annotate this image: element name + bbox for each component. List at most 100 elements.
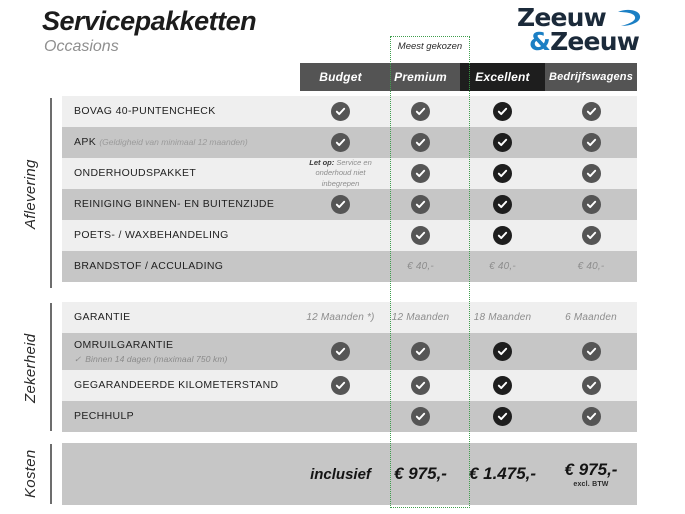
check-icon <box>581 195 601 214</box>
table-row[interactable]: REINIGING BINNEN- EN BUITENZIJDE <box>62 189 637 220</box>
check-icon <box>493 407 512 426</box>
cell-budget <box>300 376 381 395</box>
section-rule-aflevering <box>50 98 52 288</box>
cell-excellent <box>460 195 545 214</box>
cell-value: 12 Maanden *) <box>306 312 375 323</box>
cell-premium <box>381 407 460 426</box>
row-cells <box>300 195 637 214</box>
pricing-row: inclusief € 975,- € 1.475,- € 975,- excl… <box>62 443 637 505</box>
page-subtitle: Occasions <box>44 38 119 55</box>
table-row[interactable]: BOVAG 40-PUNTENCHECK <box>62 96 637 127</box>
tick-icon: ✓ <box>74 353 82 364</box>
price-budget: inclusief <box>300 466 381 483</box>
cell-value: 6 Maanden <box>565 312 617 323</box>
price-budget-value: inclusief <box>310 465 371 483</box>
cell-excellent <box>460 102 545 121</box>
row-cells <box>300 407 637 426</box>
row-cells: € 40,- € 40,- € 40,- <box>300 261 637 272</box>
column-header-budget[interactable]: Budget <box>300 63 381 91</box>
row-label-text: APK <box>74 135 97 148</box>
check-icon <box>411 195 430 214</box>
budget-note-text: Service en onderhoud niet inbegrepen <box>315 158 372 188</box>
cell-value: 18 Maanden <box>473 312 532 323</box>
cell-value: € 40,- <box>577 261 605 272</box>
check-icon <box>493 164 512 183</box>
cell-bedrijfswagens <box>545 158 637 188</box>
check-icon <box>331 195 350 214</box>
cell-bedrijfswagens: 6 Maanden <box>545 312 637 323</box>
check-icon <box>493 133 512 152</box>
cell-premium: € 40,- <box>381 261 460 272</box>
check-icon <box>331 342 350 361</box>
row-label: OMRUILGARANTIE ✓ Binnen 14 dagen (maximaa… <box>62 339 300 365</box>
cell-budget <box>300 226 381 245</box>
brand-logo: Zeeuw &Zeeuw <box>517 3 641 54</box>
check-icon <box>331 376 350 395</box>
cell-value: € 40,- <box>489 261 516 272</box>
check-icon <box>581 164 601 183</box>
cell-bedrijfswagens <box>545 133 637 152</box>
price-premium: € 975,- <box>381 464 460 484</box>
column-header-excellent[interactable]: Excellent <box>460 63 545 91</box>
row-label: GEGARANDEERDE KILOMETERSTAND <box>74 378 279 391</box>
price-bedrijfswagens-value: € 975,- <box>564 460 618 479</box>
table-row[interactable]: BRANDSTOF / ACCULADING € 40,- € 40,- € 4… <box>62 251 637 282</box>
check-icon <box>411 133 430 152</box>
cell-excellent <box>460 133 545 152</box>
budget-note-bold: Let op: <box>309 158 335 168</box>
table-row[interactable]: APK (Geldigheid van minimaal 12 maanden) <box>62 127 637 158</box>
most-chosen-label: Meest gekozen <box>397 41 463 52</box>
row-label: REINIGING BINNEN- EN BUITENZIJDE <box>74 197 275 210</box>
table-row[interactable]: GARANTIE 12 Maanden *) 12 Maanden 18 Maa… <box>62 302 637 333</box>
section-zekerheid: GARANTIE 12 Maanden *) 12 Maanden 18 Maa… <box>62 302 637 432</box>
cell-budget <box>300 407 381 426</box>
section-rule-zekerheid <box>50 303 52 431</box>
cell-premium <box>381 376 460 395</box>
row-label: POETS- / WAXBEHANDELING <box>74 228 229 241</box>
table-row[interactable]: GEGARANDEERDE KILOMETERSTAND <box>62 370 637 401</box>
logo-line-1: Zeeuw <box>517 3 607 32</box>
section-label-kosten: Kosten <box>22 449 39 499</box>
row-label: BRANDSTOF / ACCULADING <box>74 259 224 272</box>
cell-premium <box>381 226 460 245</box>
price-excellent-value: € 1.475,- <box>468 464 537 483</box>
row-sublabel: ✓ Binnen 14 dagen (maximaal 750 km) <box>74 354 300 365</box>
table-row[interactable]: PECHHULP <box>62 401 637 432</box>
swoosh-icon <box>618 9 641 26</box>
check-icon <box>411 226 430 245</box>
check-icon <box>493 376 512 395</box>
section-aflevering: BOVAG 40-PUNTENCHECK APK (Geldigheid van… <box>62 96 637 282</box>
cell-budget <box>300 342 381 361</box>
cell-budget <box>300 133 381 152</box>
check-icon <box>411 164 430 183</box>
check-icon <box>493 195 512 214</box>
row-sublabel-text: Binnen 14 dagen (maximaal 750 km) <box>85 353 228 364</box>
cell-excellent <box>460 226 545 245</box>
check-icon <box>493 102 512 121</box>
row-label-text: OMRUILGARANTIE <box>74 338 174 351</box>
row-cells <box>300 102 637 121</box>
row-label: ONDERHOUDSPAKKET <box>74 166 197 179</box>
cell-premium: 12 Maanden <box>381 312 460 323</box>
cell-budget <box>300 195 381 214</box>
cell-bedrijfswagens <box>545 407 637 426</box>
check-icon <box>331 102 350 121</box>
row-cells: 12 Maanden *) 12 Maanden 18 Maanden 6 Ma… <box>300 312 637 323</box>
column-header-premium[interactable]: Premium <box>381 63 460 91</box>
cell-bedrijfswagens <box>545 195 637 214</box>
cell-excellent: € 40,- <box>460 261 545 272</box>
row-label: BOVAG 40-PUNTENCHECK <box>74 104 216 117</box>
cell-budget <box>300 261 381 272</box>
section-rule-kosten <box>50 444 52 504</box>
table-row[interactable]: ONDERHOUDSPAKKET Let op: Service en onde… <box>62 158 637 189</box>
price-bedrijfswagens-note: excl. BTW <box>573 481 609 488</box>
check-icon <box>581 376 601 395</box>
budget-note: Let op: Service en onderhoud niet inbegr… <box>300 158 381 188</box>
price-excellent: € 1.475,- <box>460 464 545 484</box>
table-row[interactable]: POETS- / WAXBEHANDELING <box>62 220 637 251</box>
table-row[interactable]: OMRUILGARANTIE ✓ Binnen 14 dagen (maximaa… <box>62 333 637 370</box>
cell-value: 12 Maanden <box>391 312 450 323</box>
column-header-bedrijfswagens[interactable]: Bedrijfswagens <box>545 63 637 91</box>
check-icon <box>331 133 350 152</box>
row-label: PECHHULP <box>74 409 134 422</box>
